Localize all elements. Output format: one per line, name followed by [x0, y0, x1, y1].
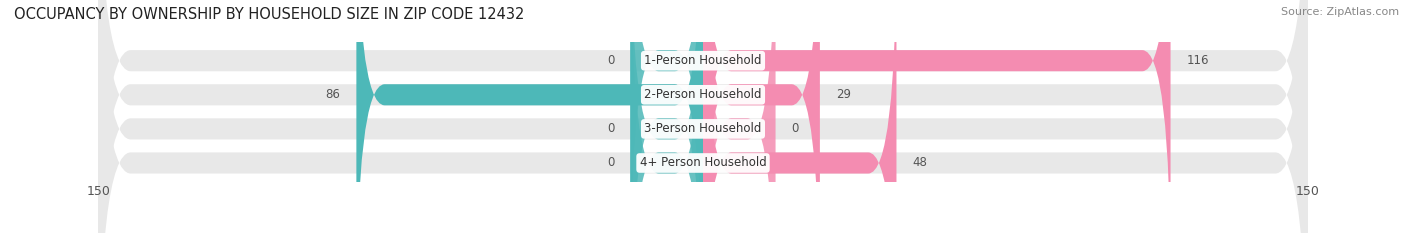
- FancyBboxPatch shape: [630, 0, 703, 233]
- FancyBboxPatch shape: [630, 0, 703, 233]
- FancyBboxPatch shape: [98, 0, 1308, 233]
- Text: 3-Person Household: 3-Person Household: [644, 122, 762, 135]
- Text: 116: 116: [1187, 54, 1209, 67]
- FancyBboxPatch shape: [703, 0, 776, 233]
- FancyBboxPatch shape: [703, 0, 897, 233]
- Text: 29: 29: [837, 88, 851, 101]
- Text: 0: 0: [792, 122, 799, 135]
- FancyBboxPatch shape: [356, 0, 703, 233]
- Text: 0: 0: [607, 157, 614, 169]
- FancyBboxPatch shape: [98, 0, 1308, 233]
- FancyBboxPatch shape: [98, 0, 1308, 233]
- Text: 2-Person Household: 2-Person Household: [644, 88, 762, 101]
- Text: OCCUPANCY BY OWNERSHIP BY HOUSEHOLD SIZE IN ZIP CODE 12432: OCCUPANCY BY OWNERSHIP BY HOUSEHOLD SIZE…: [14, 7, 524, 22]
- FancyBboxPatch shape: [703, 0, 1171, 233]
- Text: 4+ Person Household: 4+ Person Household: [640, 157, 766, 169]
- Text: 86: 86: [325, 88, 340, 101]
- Text: 48: 48: [912, 157, 928, 169]
- Text: 0: 0: [607, 54, 614, 67]
- Text: 0: 0: [607, 122, 614, 135]
- FancyBboxPatch shape: [703, 0, 820, 233]
- Text: Source: ZipAtlas.com: Source: ZipAtlas.com: [1281, 7, 1399, 17]
- Text: 1-Person Household: 1-Person Household: [644, 54, 762, 67]
- FancyBboxPatch shape: [98, 0, 1308, 233]
- FancyBboxPatch shape: [630, 0, 703, 233]
